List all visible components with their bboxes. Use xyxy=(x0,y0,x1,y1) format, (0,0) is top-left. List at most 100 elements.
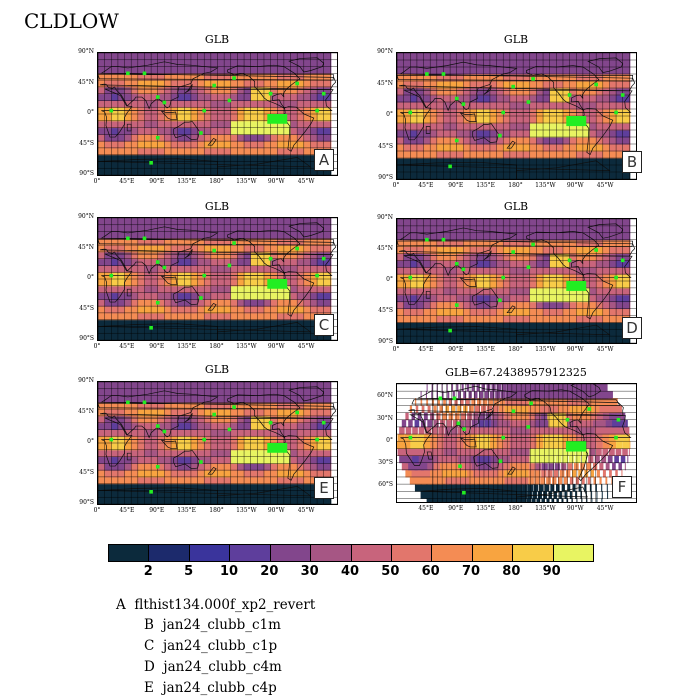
field-cell xyxy=(622,267,630,275)
field-cell xyxy=(124,258,132,266)
field-cell xyxy=(137,497,145,504)
field-cell xyxy=(190,456,199,464)
field-cell xyxy=(410,102,418,110)
field-cell xyxy=(230,59,238,68)
field-cell xyxy=(323,285,331,294)
field-cell xyxy=(556,301,564,310)
field-cell xyxy=(575,405,585,414)
field-cell xyxy=(430,469,440,478)
field-cell xyxy=(257,326,265,334)
field-cell xyxy=(257,53,265,61)
field-cell xyxy=(190,333,199,340)
field-cell xyxy=(210,59,218,68)
field-cell xyxy=(303,409,311,417)
field-cell xyxy=(151,463,159,471)
field-cell xyxy=(190,245,199,253)
field-cell xyxy=(144,395,152,403)
field-cell xyxy=(516,287,524,296)
field-cell xyxy=(230,292,238,300)
field-cell xyxy=(483,74,491,82)
field-cell xyxy=(283,402,292,410)
field-cell xyxy=(164,147,172,156)
field-cell xyxy=(507,384,513,385)
field-cell xyxy=(509,95,517,103)
field-cell xyxy=(529,253,537,261)
field-cell xyxy=(237,415,245,424)
site-marker xyxy=(315,273,319,278)
field-cell xyxy=(505,391,512,399)
field-cell xyxy=(616,158,624,166)
field-cell xyxy=(263,422,272,430)
field-cell xyxy=(230,80,238,88)
field-cell xyxy=(460,484,470,492)
field-cell xyxy=(397,301,405,310)
field-cell xyxy=(397,172,405,179)
field-cell xyxy=(224,285,232,294)
field-cell xyxy=(430,287,438,296)
field-cell xyxy=(459,462,468,471)
field-cell xyxy=(540,476,546,485)
site-marker xyxy=(454,303,459,307)
field-cell xyxy=(477,426,484,435)
field-cell xyxy=(117,395,126,403)
site-marker xyxy=(458,464,462,469)
field-cell xyxy=(210,333,218,340)
lon-tick-label: 0° xyxy=(392,346,400,353)
site-region xyxy=(565,441,587,452)
field-cell xyxy=(190,326,199,334)
field-cell xyxy=(210,422,218,430)
field-cell xyxy=(596,260,604,268)
field-cell xyxy=(283,483,292,491)
field-cell xyxy=(283,141,292,149)
field-cell xyxy=(224,93,232,101)
field-cell xyxy=(589,253,597,261)
field-cell xyxy=(297,449,305,458)
field-cell xyxy=(589,336,597,343)
field-cell xyxy=(137,463,145,471)
field-cell xyxy=(98,53,106,61)
field-cell xyxy=(416,225,425,234)
field-cell xyxy=(592,462,598,471)
field-cell xyxy=(496,158,504,166)
field-cell xyxy=(578,412,588,421)
field-cell xyxy=(532,391,540,399)
field-cell xyxy=(543,219,551,227)
field-cell xyxy=(164,382,172,390)
field-cell xyxy=(416,246,425,254)
field-cell xyxy=(157,66,165,74)
field-cell xyxy=(562,81,571,89)
field-cell xyxy=(599,462,604,471)
field-cell xyxy=(430,294,438,303)
field-cell xyxy=(476,329,484,337)
field-cell xyxy=(463,74,471,82)
field-cell xyxy=(230,218,238,226)
field-cell xyxy=(317,409,325,417)
field-cell xyxy=(456,232,464,241)
field-cell xyxy=(509,322,517,330)
colorbar-swatch xyxy=(230,545,271,561)
field-cell xyxy=(124,231,132,239)
field-cell xyxy=(516,158,524,166)
field-cell xyxy=(217,66,225,74)
field-cell xyxy=(244,402,252,410)
field-cell xyxy=(463,60,471,68)
field-cell xyxy=(476,232,484,241)
site-marker xyxy=(126,236,130,241)
field-cell xyxy=(111,80,119,88)
field-cell xyxy=(257,73,265,81)
field-cell xyxy=(224,422,232,430)
field-cell xyxy=(416,294,425,303)
field-cell xyxy=(98,134,106,142)
field-cell xyxy=(451,405,456,414)
lat-tick-label: 45°S xyxy=(79,468,94,476)
field-cell xyxy=(403,102,411,110)
field-cell xyxy=(224,319,232,327)
field-cell xyxy=(137,279,145,287)
field-cell xyxy=(499,398,506,406)
field-cell xyxy=(576,322,584,330)
field-cell xyxy=(111,422,119,430)
field-cell xyxy=(476,74,484,82)
colorbar-swatch xyxy=(391,545,433,561)
field-cell xyxy=(582,315,591,323)
field-cell xyxy=(523,301,531,310)
